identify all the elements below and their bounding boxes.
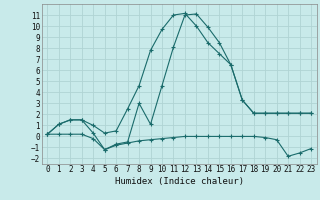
X-axis label: Humidex (Indice chaleur): Humidex (Indice chaleur)	[115, 177, 244, 186]
